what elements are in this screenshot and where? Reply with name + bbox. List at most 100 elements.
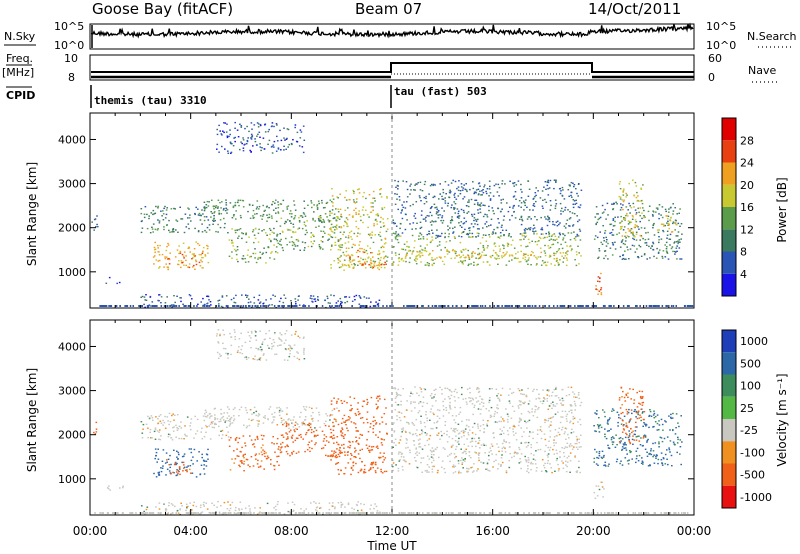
heatmap-cell <box>159 414 162 416</box>
heatmap-cell <box>285 438 288 440</box>
heatmap-cell <box>663 437 666 440</box>
heatmap-cell <box>597 213 599 215</box>
heatmap-cell <box>236 448 238 450</box>
heatmap-cell <box>376 445 379 447</box>
heatmap-cell <box>436 245 439 247</box>
heatmap-cell <box>205 453 208 455</box>
heatmap-cell <box>568 184 571 186</box>
heatmap-cell <box>538 393 540 395</box>
heatmap-cell <box>556 457 558 460</box>
heatmap-cell <box>635 221 638 223</box>
heatmap-cell <box>287 445 289 448</box>
heatmap-cell <box>535 256 537 259</box>
heatmap-cell <box>177 451 180 454</box>
heatmap-cell <box>346 454 349 456</box>
heatmap-cell <box>635 239 638 241</box>
heatmap-cell <box>350 466 353 469</box>
heatmap-cell <box>569 421 571 424</box>
heatmap-cell <box>271 442 273 444</box>
heatmap-cell <box>397 453 400 455</box>
heatmap-cell <box>597 280 599 282</box>
heatmap-cell <box>246 125 248 128</box>
heatmap-cell <box>146 227 149 230</box>
heatmap-cell <box>160 302 162 304</box>
heatmap-cell <box>461 189 464 191</box>
heatmap-cell <box>404 257 407 259</box>
heatmap-cell <box>237 136 240 138</box>
ground-scatter-cell <box>585 305 587 307</box>
heatmap-cell <box>173 426 175 428</box>
heatmap-cell <box>178 252 180 255</box>
heatmap-cell <box>233 415 235 417</box>
heatmap-cell <box>455 428 457 430</box>
heatmap-cell <box>256 463 259 465</box>
heatmap-cell <box>527 410 530 413</box>
heatmap-cell <box>433 422 436 424</box>
heatmap-cell <box>383 267 386 269</box>
heatmap-cell <box>481 190 483 192</box>
heatmap-cell <box>284 139 286 141</box>
heatmap-cell <box>279 233 281 235</box>
heatmap-cell <box>274 202 276 204</box>
heatmap-cell <box>496 395 498 397</box>
heatmap-cell <box>230 416 233 419</box>
heatmap-cell <box>595 206 598 208</box>
heatmap-cell <box>158 220 161 222</box>
heatmap-cell <box>144 306 146 308</box>
heatmap-cell <box>283 419 285 421</box>
heatmap-cell <box>397 264 400 266</box>
heatmap-cell <box>663 225 665 227</box>
heatmap-cell <box>108 276 111 279</box>
heatmap-cell <box>547 194 550 196</box>
heatmap-cell <box>355 456 357 459</box>
heatmap-cell <box>381 208 384 210</box>
heatmap-cell <box>416 183 418 185</box>
heatmap-cell <box>267 418 269 421</box>
heatmap-cell <box>203 206 206 208</box>
heatmap-cell <box>199 214 201 217</box>
heatmap-cell <box>463 256 466 259</box>
heatmap-cell <box>347 416 350 418</box>
heatmap-cell <box>550 238 552 240</box>
heatmap-cell <box>215 205 218 207</box>
heatmap-cell <box>627 209 629 211</box>
heatmap-cell <box>532 415 535 417</box>
heatmap-cell <box>441 198 444 200</box>
heatmap-cell <box>277 204 280 206</box>
heatmap-cell <box>392 387 395 389</box>
heatmap-cell <box>419 189 422 191</box>
heatmap-cell <box>619 255 621 258</box>
heatmap-cell <box>175 463 177 466</box>
heatmap-cell <box>340 216 343 218</box>
heatmap-cell <box>561 233 564 235</box>
heatmap-cell <box>93 229 95 231</box>
heatmap-cell <box>348 214 351 216</box>
ground-scatter-cell <box>628 305 630 307</box>
heatmap-cell <box>148 417 151 420</box>
heatmap-cell <box>531 240 533 242</box>
heatmap-cell <box>535 264 538 266</box>
heatmap-cell <box>282 249 284 252</box>
heatmap-cell <box>489 447 492 449</box>
heatmap-cell <box>304 419 306 421</box>
heatmap-cell <box>259 301 262 303</box>
heatmap-cell <box>435 388 437 391</box>
heatmap-cell <box>670 454 673 457</box>
heatmap-cell <box>203 464 205 466</box>
heatmap-cell <box>501 450 503 452</box>
heatmap-cell <box>444 202 447 204</box>
heatmap-cell <box>518 421 521 423</box>
heatmap-cell <box>444 236 446 239</box>
heatmap-cell <box>404 249 407 251</box>
heatmap-cell <box>648 245 650 248</box>
heatmap-cell <box>447 184 450 186</box>
heatmap-cell <box>525 235 528 237</box>
heatmap-cell <box>555 252 557 255</box>
heatmap-cell <box>405 438 408 440</box>
heatmap-cell <box>360 468 363 470</box>
heatmap-cell <box>158 259 161 262</box>
heatmap-cell <box>270 240 272 243</box>
heatmap-cell <box>479 185 481 187</box>
heatmap-cell <box>611 436 614 438</box>
heatmap-cell <box>240 460 243 462</box>
